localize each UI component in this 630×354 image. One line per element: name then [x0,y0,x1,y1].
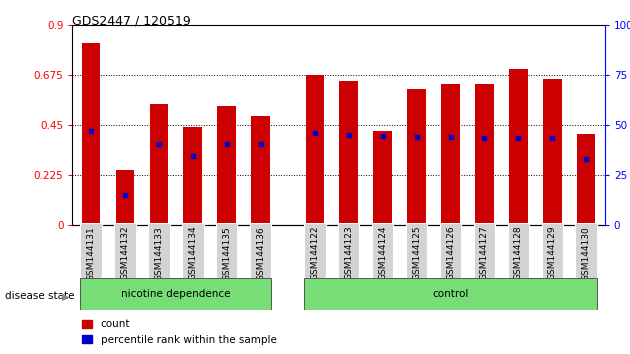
Bar [406,223,427,278]
Text: GSM144132: GSM144132 [120,226,130,280]
Bar [542,223,563,278]
Bar [372,223,393,278]
Text: GSM144126: GSM144126 [446,226,455,280]
Text: GSM144135: GSM144135 [222,226,231,280]
Bar [81,278,272,310]
Text: GSM144131: GSM144131 [86,226,96,280]
Text: GSM144128: GSM144128 [514,226,523,280]
Bar [81,223,102,278]
Bar [304,278,597,310]
Bar [508,223,529,278]
Bar [543,79,561,225]
Text: GDS2447 / 120519: GDS2447 / 120519 [72,14,191,27]
Bar [304,223,326,278]
Text: GSM144129: GSM144129 [547,226,557,280]
Text: GSM144122: GSM144122 [311,226,319,280]
Bar [474,223,495,278]
Text: ▶: ▶ [62,291,69,301]
Bar [251,116,270,225]
Text: GSM144130: GSM144130 [581,226,591,280]
Text: disease state: disease state [5,291,74,301]
Text: GSM144125: GSM144125 [412,226,421,280]
Text: GSM144123: GSM144123 [345,226,353,280]
Bar [441,84,460,225]
Bar [114,223,135,278]
Bar [148,223,169,278]
Bar [250,223,272,278]
Text: GSM144127: GSM144127 [480,226,489,280]
Text: nicotine dependence: nicotine dependence [121,289,231,299]
Bar [509,69,528,225]
Bar [82,42,100,225]
Bar [306,75,324,225]
Bar [149,104,168,225]
Bar [216,223,238,278]
Bar [575,223,597,278]
Text: control: control [432,289,469,299]
Legend: count, percentile rank within the sample: count, percentile rank within the sample [77,315,280,349]
Text: GSM144133: GSM144133 [154,226,163,280]
Bar [217,106,236,225]
Bar [440,223,461,278]
Text: GSM144124: GSM144124 [378,226,387,280]
Bar [475,84,494,225]
Bar [183,127,202,225]
Bar [374,131,392,225]
Bar [407,89,426,225]
Bar [116,170,134,225]
Bar [577,134,595,225]
Text: GSM144136: GSM144136 [256,226,265,280]
Text: GSM144134: GSM144134 [188,226,197,280]
Bar [340,81,358,225]
Bar [182,223,203,278]
Bar [338,223,360,278]
